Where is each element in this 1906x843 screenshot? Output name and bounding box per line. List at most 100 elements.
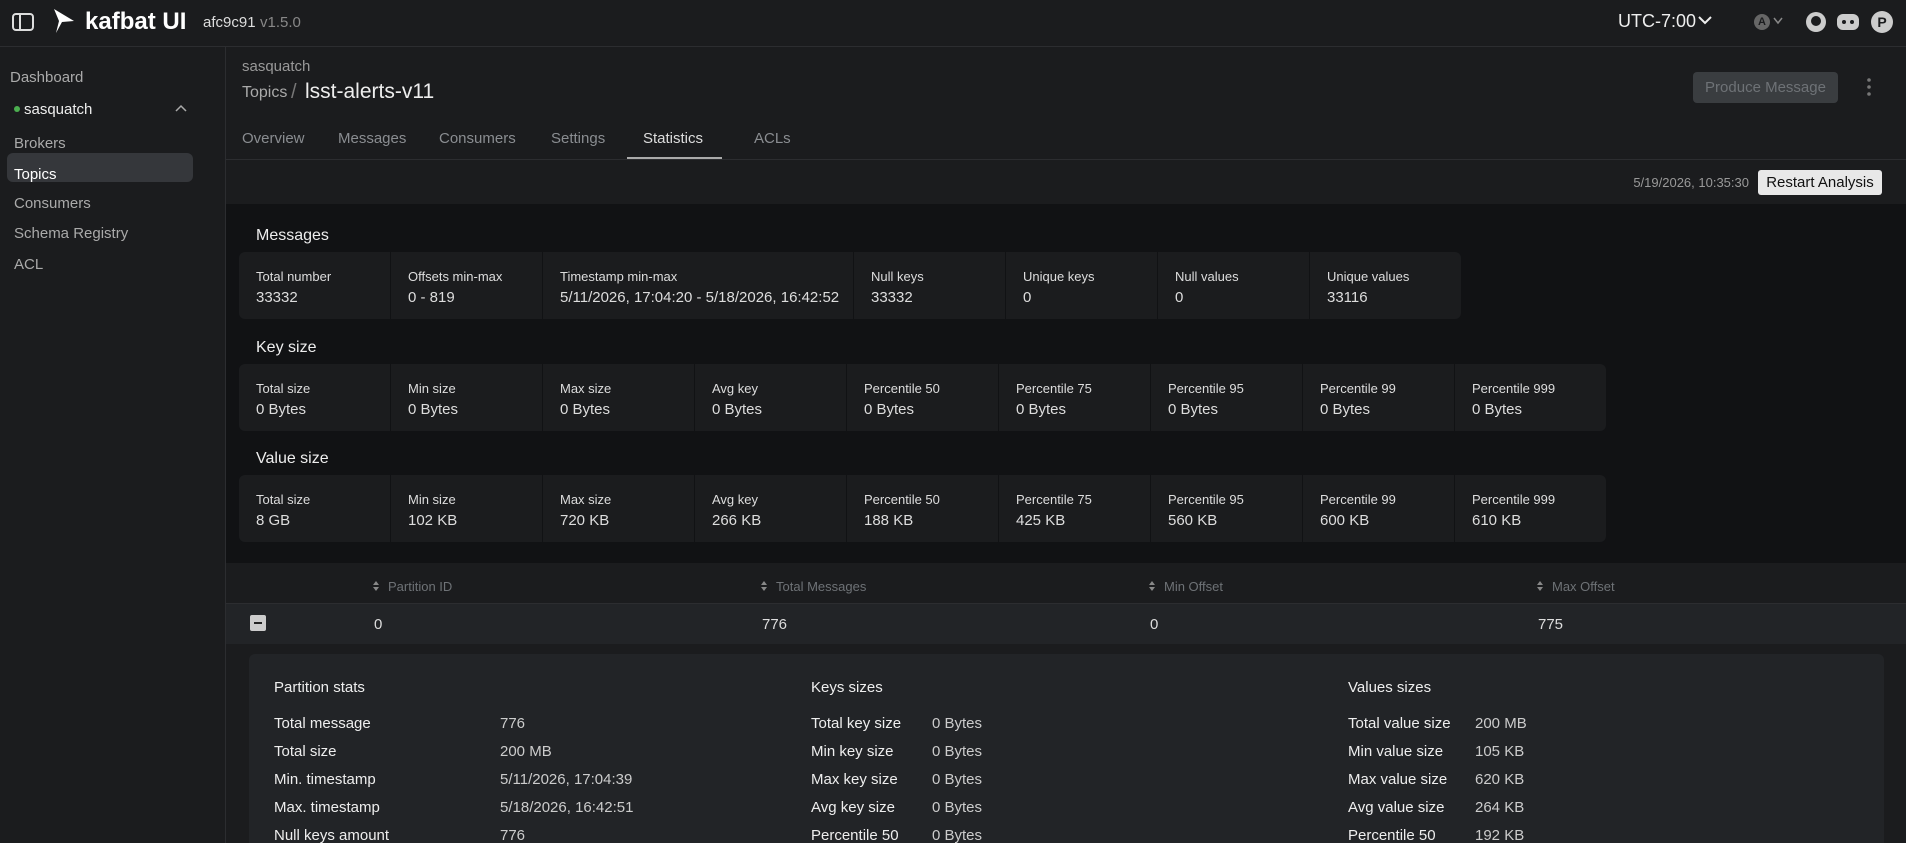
stat-label: Unique keys xyxy=(1023,269,1095,284)
detail-value: 0 Bytes xyxy=(932,771,983,788)
chevron xyxy=(1773,17,1783,25)
tab[interactable]: Overview xyxy=(242,130,305,147)
stat-value: 425 KB xyxy=(1016,512,1066,529)
stat-label: Min size xyxy=(408,492,456,507)
group-title: Value size xyxy=(256,450,329,467)
stat-card xyxy=(1303,475,1454,542)
tab[interactable]: Settings xyxy=(551,130,606,147)
stat-card xyxy=(695,475,846,542)
tab[interactable]: ACLs xyxy=(754,130,791,147)
stat-card xyxy=(543,364,694,431)
detail-label: Max value size xyxy=(1348,771,1448,788)
nav-item[interactable]: Topics xyxy=(14,166,57,183)
detail-value: 620 KB xyxy=(1475,771,1525,788)
breadcrumb-topics[interactable]: Topics xyxy=(242,84,288,101)
stat-label: Percentile 75 xyxy=(1016,492,1092,507)
sort-icon[interactable] xyxy=(372,580,380,592)
stat-value: 610 KB xyxy=(1472,512,1522,529)
restart-button[interactable]: Restart Analysis xyxy=(1758,170,1882,195)
tab[interactable]: Statistics xyxy=(643,130,704,147)
stat-label: Unique values xyxy=(1327,269,1410,284)
stat-card xyxy=(1303,364,1454,431)
user-avatar[interactable]: P xyxy=(1871,11,1893,33)
timezone[interactable]: UTC-7:00 xyxy=(1618,11,1697,31)
nav-cluster[interactable]: sasquatch xyxy=(24,101,93,118)
stat-label: Total size xyxy=(256,492,311,507)
detail-label: Max key size xyxy=(811,771,898,788)
stat-label: Percentile 99 xyxy=(1320,381,1396,396)
stat-label: Percentile 999 xyxy=(1472,381,1556,396)
stat-card xyxy=(543,475,694,542)
stat-card xyxy=(239,252,390,319)
sort-icon[interactable] xyxy=(760,580,768,592)
produce-button[interactable]: Produce Message xyxy=(1693,72,1838,103)
version: v1.5.0 xyxy=(260,14,301,31)
tabs-border xyxy=(226,159,1906,160)
tab[interactable]: Messages xyxy=(338,130,407,147)
column-header[interactable]: Min Offset xyxy=(1164,579,1224,594)
tab[interactable]: Consumers xyxy=(439,130,516,147)
detail-value: 0 Bytes xyxy=(932,743,983,760)
stat-card xyxy=(695,364,846,431)
group-title: Key size xyxy=(256,339,317,356)
stat-card xyxy=(847,475,998,542)
detail-label: Percentile 50 xyxy=(1348,827,1436,843)
stat-card xyxy=(239,364,390,431)
detail-value: 0 Bytes xyxy=(932,715,983,732)
stat-label: Timestamp min-max xyxy=(560,269,678,284)
stat-label: Max size xyxy=(560,492,612,507)
breadcrumb-separator: / xyxy=(291,81,297,103)
stat-value: 102 KB xyxy=(408,512,458,529)
stat-value: 0 - 819 xyxy=(408,289,455,306)
detail-value: 200 MB xyxy=(1475,715,1527,732)
commit: afc9c91 xyxy=(203,14,256,31)
detail-value: 264 KB xyxy=(1475,799,1525,816)
nav-item[interactable]: Brokers xyxy=(14,135,66,152)
discord-icon[interactable] xyxy=(1836,12,1860,32)
nav-dashboard[interactable]: Dashboard xyxy=(10,69,84,86)
theme-switch[interactable]: A xyxy=(1754,14,1770,30)
column-header[interactable]: Max Offset xyxy=(1552,579,1615,594)
more-menu[interactable] xyxy=(1866,77,1872,97)
stat-card xyxy=(1151,364,1302,431)
partition-detail xyxy=(249,654,1884,843)
detail-label: Total size xyxy=(274,743,337,760)
collapse-button[interactable] xyxy=(250,615,266,631)
detail-label: Min. timestamp xyxy=(274,771,376,788)
nav-item[interactable]: Schema Registry xyxy=(14,225,129,242)
stat-card xyxy=(391,475,542,542)
sort-icon[interactable] xyxy=(1148,580,1156,592)
detail-value: 105 KB xyxy=(1475,743,1525,760)
stat-card xyxy=(239,475,390,542)
column-header[interactable]: Total Messages xyxy=(776,579,867,594)
detail-label: Avg value size xyxy=(1348,799,1445,816)
stat-label: Null values xyxy=(1175,269,1239,284)
chevron xyxy=(1698,16,1712,25)
detail-value: 200 MB xyxy=(500,743,552,760)
active-tab-underline xyxy=(627,157,722,159)
stat-card xyxy=(391,364,542,431)
stat-label: Min size xyxy=(408,381,456,396)
nav-item[interactable]: ACL xyxy=(14,256,44,273)
stat-label: Offsets min-max xyxy=(408,269,503,284)
column-header[interactable]: Partition ID xyxy=(388,579,453,594)
brand: kafbat UI xyxy=(85,8,187,35)
sidebar-toggle[interactable] xyxy=(12,13,34,31)
stat-card xyxy=(1455,364,1606,431)
stat-value: 5/11/2026, 17:04:20 - 5/18/2026, 16:42:5… xyxy=(560,289,840,306)
stat-label: Percentile 50 xyxy=(864,381,940,396)
nav-active-bg xyxy=(7,153,193,182)
nav-item[interactable]: Consumers xyxy=(14,195,91,212)
github-icon[interactable] xyxy=(1805,11,1827,33)
detail-title: Partition stats xyxy=(274,679,365,696)
stat-value: 720 KB xyxy=(560,512,610,529)
stat-card xyxy=(1006,252,1157,319)
analysis-timestamp: 5/19/2026, 10:35:30 xyxy=(1633,175,1749,190)
detail-label: Min key size xyxy=(811,743,894,760)
stat-label: Total size xyxy=(256,381,311,396)
chevron xyxy=(175,104,187,112)
stat-value: 33332 xyxy=(871,289,913,306)
sort-icon[interactable] xyxy=(1536,580,1544,592)
stat-value: 8 GB xyxy=(256,512,291,529)
